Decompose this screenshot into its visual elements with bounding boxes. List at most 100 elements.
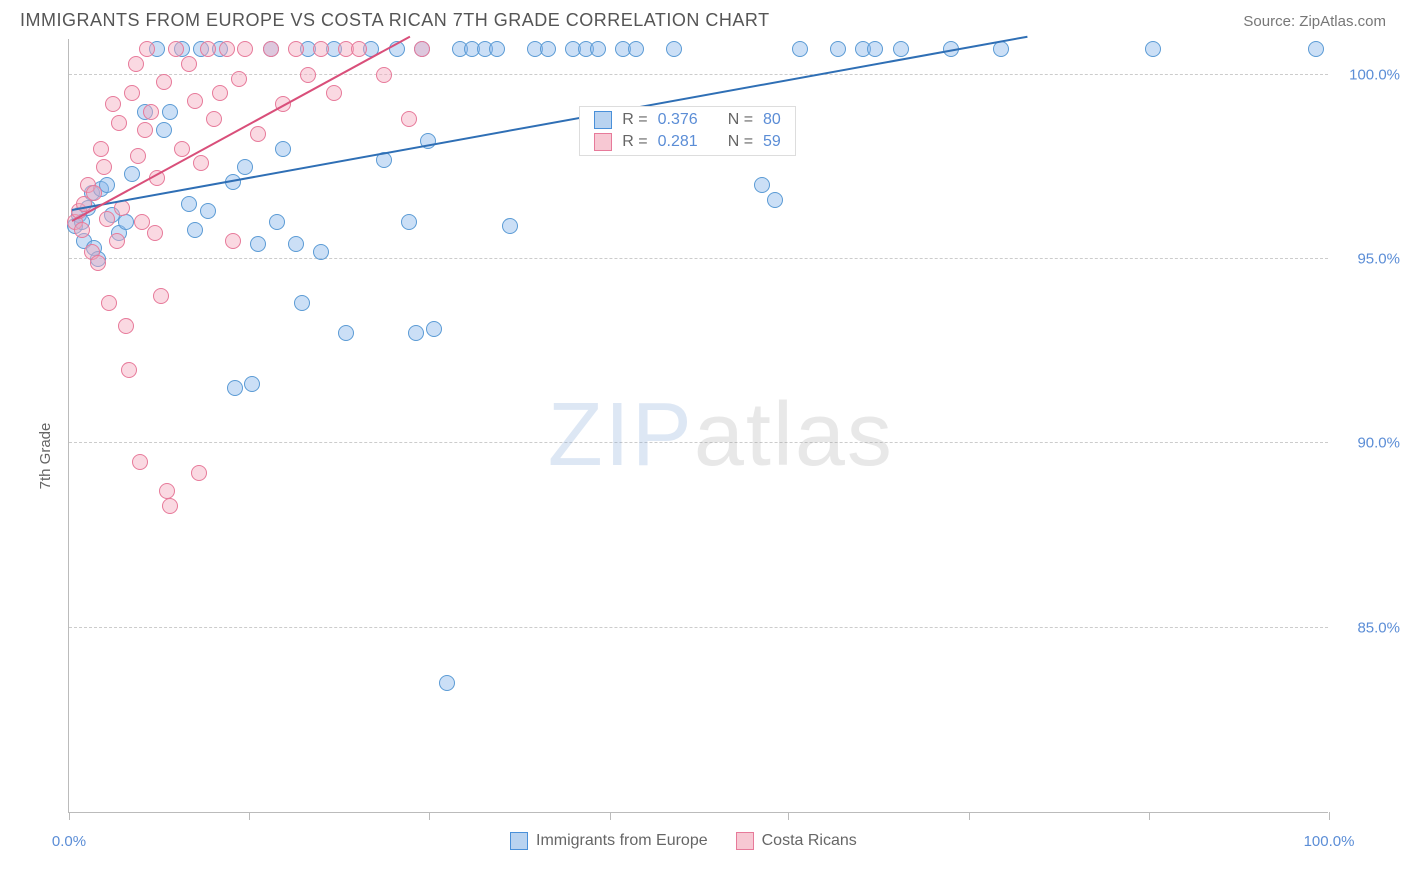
scatter-point-costa_rican bbox=[168, 41, 184, 57]
scatter-point-europe bbox=[162, 104, 178, 120]
legend-row: R = 0.281 N = 59 bbox=[580, 131, 795, 153]
scatter-point-costa_rican bbox=[250, 126, 266, 142]
n-value: 59 bbox=[763, 133, 781, 151]
scatter-point-costa_rican bbox=[99, 211, 115, 227]
scatter-point-europe bbox=[118, 214, 134, 230]
gridline bbox=[69, 442, 1328, 443]
x-tick bbox=[429, 812, 430, 820]
r-value: 0.281 bbox=[658, 133, 698, 151]
scatter-point-costa_rican bbox=[118, 318, 134, 334]
scatter-point-costa_rican bbox=[376, 67, 392, 83]
scatter-point-europe bbox=[200, 203, 216, 219]
legend-label: Costa Ricans bbox=[762, 832, 857, 850]
watermark: ZIPatlas bbox=[548, 384, 894, 487]
scatter-point-costa_rican bbox=[401, 111, 417, 127]
x-tick-label: 100.0% bbox=[1304, 833, 1355, 850]
scatter-point-europe bbox=[1145, 41, 1161, 57]
scatter-point-costa_rican bbox=[109, 233, 125, 249]
scatter-point-europe bbox=[489, 41, 505, 57]
scatter-point-costa_rican bbox=[191, 465, 207, 481]
scatter-point-costa_rican bbox=[162, 498, 178, 514]
scatter-point-europe bbox=[227, 380, 243, 396]
scatter-point-europe bbox=[893, 41, 909, 57]
scatter-point-europe bbox=[628, 41, 644, 57]
x-tick bbox=[249, 812, 250, 820]
legend-item: Immigrants from Europe bbox=[510, 832, 708, 850]
scatter-point-europe bbox=[244, 376, 260, 392]
scatter-point-europe bbox=[408, 325, 424, 341]
scatter-point-costa_rican bbox=[143, 104, 159, 120]
n-value: 80 bbox=[763, 111, 781, 129]
scatter-point-europe bbox=[250, 236, 266, 252]
r-label: R = bbox=[622, 111, 647, 129]
chart-area: 7th Grade 85.0%90.0%95.0%100.0%0.0%100.0… bbox=[20, 39, 1386, 873]
plot-area: 85.0%90.0%95.0%100.0%0.0%100.0%ZIPatlasR… bbox=[68, 39, 1328, 813]
scatter-point-costa_rican bbox=[212, 85, 228, 101]
scatter-point-costa_rican bbox=[137, 122, 153, 138]
scatter-point-europe bbox=[269, 214, 285, 230]
source-label: Source: bbox=[1243, 13, 1295, 30]
scatter-point-europe bbox=[1308, 41, 1324, 57]
scatter-point-europe bbox=[502, 218, 518, 234]
n-label: N = bbox=[728, 133, 753, 151]
scatter-point-europe bbox=[288, 236, 304, 252]
chart-header: IMMIGRANTS FROM EUROPE VS COSTA RICAN 7T… bbox=[0, 0, 1406, 39]
scatter-point-costa_rican bbox=[90, 255, 106, 271]
scatter-point-costa_rican bbox=[96, 159, 112, 175]
scatter-point-europe bbox=[338, 325, 354, 341]
scatter-point-costa_rican bbox=[111, 115, 127, 131]
scatter-point-costa_rican bbox=[74, 222, 90, 238]
scatter-point-costa_rican bbox=[181, 56, 197, 72]
scatter-point-costa_rican bbox=[153, 288, 169, 304]
scatter-point-europe bbox=[540, 41, 556, 57]
scatter-point-europe bbox=[426, 321, 442, 337]
scatter-point-costa_rican bbox=[263, 41, 279, 57]
y-axis-label: 7th Grade bbox=[37, 423, 54, 490]
scatter-point-europe bbox=[187, 222, 203, 238]
r-value: 0.376 bbox=[658, 111, 698, 129]
legend-swatch bbox=[594, 111, 612, 129]
x-tick bbox=[788, 812, 789, 820]
scatter-point-costa_rican bbox=[128, 56, 144, 72]
scatter-point-costa_rican bbox=[86, 185, 102, 201]
scatter-point-costa_rican bbox=[156, 74, 172, 90]
scatter-point-europe bbox=[124, 166, 140, 182]
gridline bbox=[69, 74, 1328, 75]
x-tick bbox=[969, 812, 970, 820]
legend-swatch bbox=[594, 133, 612, 151]
scatter-point-europe bbox=[666, 41, 682, 57]
x-tick bbox=[69, 812, 70, 820]
scatter-point-costa_rican bbox=[101, 295, 117, 311]
scatter-point-europe bbox=[792, 41, 808, 57]
legend-item: Costa Ricans bbox=[736, 832, 857, 850]
scatter-point-costa_rican bbox=[130, 148, 146, 164]
scatter-point-europe bbox=[439, 675, 455, 691]
scatter-point-costa_rican bbox=[187, 93, 203, 109]
scatter-point-costa_rican bbox=[139, 41, 155, 57]
scatter-point-costa_rican bbox=[219, 41, 235, 57]
scatter-point-costa_rican bbox=[231, 71, 247, 87]
chart-title: IMMIGRANTS FROM EUROPE VS COSTA RICAN 7T… bbox=[20, 10, 770, 31]
gridline bbox=[69, 258, 1328, 259]
scatter-point-costa_rican bbox=[288, 41, 304, 57]
scatter-point-costa_rican bbox=[121, 362, 137, 378]
r-label: R = bbox=[622, 133, 647, 151]
scatter-point-europe bbox=[313, 244, 329, 260]
scatter-point-europe bbox=[275, 141, 291, 157]
scatter-point-europe bbox=[181, 196, 197, 212]
scatter-point-europe bbox=[237, 159, 253, 175]
x-tick bbox=[1329, 812, 1330, 820]
y-tick-label: 95.0% bbox=[1336, 251, 1400, 268]
gridline bbox=[69, 627, 1328, 628]
scatter-point-europe bbox=[767, 192, 783, 208]
scatter-point-costa_rican bbox=[132, 454, 148, 470]
scatter-point-europe bbox=[754, 177, 770, 193]
scatter-point-costa_rican bbox=[326, 85, 342, 101]
scatter-point-europe bbox=[401, 214, 417, 230]
scatter-point-europe bbox=[294, 295, 310, 311]
scatter-point-costa_rican bbox=[174, 141, 190, 157]
scatter-point-costa_rican bbox=[124, 85, 140, 101]
x-tick-label: 0.0% bbox=[52, 833, 86, 850]
scatter-point-costa_rican bbox=[159, 483, 175, 499]
x-tick bbox=[1149, 812, 1150, 820]
